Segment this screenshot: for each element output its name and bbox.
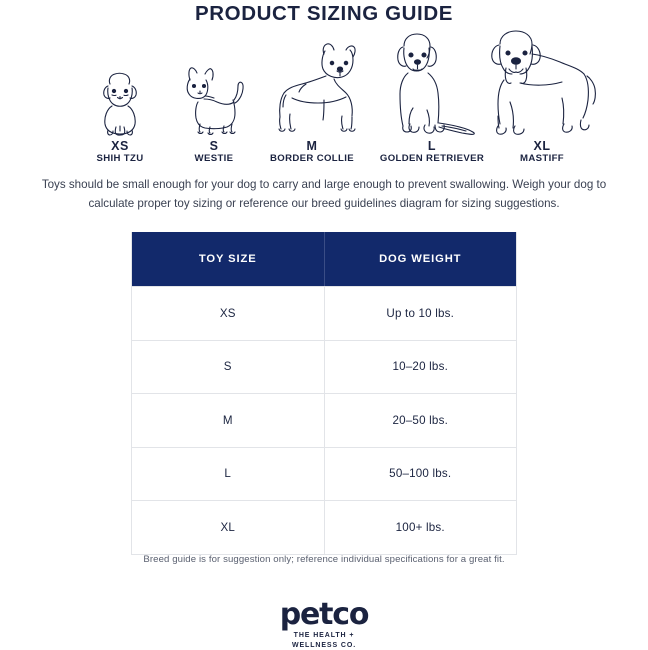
table-header-row: TOY SIZE DOG WEIGHT <box>132 232 516 286</box>
petco-tagline-line2: WELLNESS CO. <box>291 642 357 649</box>
cell-toy-size: XL <box>220 520 236 534</box>
breed-item-m: M BORDER COLLIE <box>250 38 374 165</box>
breed-size-label: XL <box>533 139 551 153</box>
petco-wordmark: petco <box>279 597 370 632</box>
page-title: PRODUCT SIZING GUIDE <box>194 2 453 25</box>
westie-illustration <box>166 62 262 138</box>
petco-tagline-line1: THE HEALTH + <box>293 632 355 639</box>
table-row: XL 100+ lbs. <box>132 500 516 554</box>
breed-illustration-row: XS SHIH TZU <box>74 30 596 165</box>
breed-name-label: WESTIE <box>194 153 234 164</box>
breed-size-label: S <box>209 139 219 153</box>
table-header-toy-size: TOY SIZE <box>198 253 257 265</box>
breed-name-label: BORDER COLLIE <box>270 153 354 164</box>
breed-item-l: L GOLDEN RETRIEVER <box>364 30 500 165</box>
cell-dog-weight: 10–20 lbs. <box>323 340 517 393</box>
mastiff-illustration <box>478 28 606 138</box>
breed-name-label: GOLDEN RETRIEVER <box>379 153 485 164</box>
breed-size-label: M <box>306 139 318 153</box>
golden-retriever-illustration <box>364 30 500 138</box>
breed-item-xl: XL MASTIFF <box>478 28 606 165</box>
intro-paragraph: Toys should be small enough for your dog… <box>41 178 607 210</box>
petco-logo: petco THE HEALTH + WELLNESS CO. <box>0 600 648 650</box>
table-row: L 50–100 lbs. <box>132 446 517 500</box>
breed-item-xs: XS SHIH TZU <box>74 68 166 165</box>
breed-item-s: S WESTIE <box>166 62 262 165</box>
footnote-text: Breed guide is for suggestion only; refe… <box>143 554 505 565</box>
breed-name-label: MASTIFF <box>519 153 564 164</box>
cell-toy-size: XS <box>219 306 236 320</box>
sizing-table: TOY SIZE DOG WEIGHT XS Up to 10 lbs. S 1… <box>131 232 517 555</box>
border-collie-illustration <box>250 38 374 138</box>
cell-dog-weight: Up to 10 lbs. <box>323 287 517 340</box>
table-header-dog-weight: DOG WEIGHT <box>323 232 517 286</box>
cell-dog-weight: 20–50 lbs. <box>323 394 517 447</box>
cell-dog-weight: 100+ lbs. <box>323 501 517 554</box>
breed-size-label: L <box>427 139 437 153</box>
table-row: XS Up to 10 lbs. <box>132 286 516 340</box>
breed-name-label: SHIH TZU <box>96 153 144 164</box>
table-row: M 20–50 lbs. <box>132 393 516 447</box>
breed-size-label: XS <box>111 139 129 153</box>
table-row: S 10–20 lbs. <box>132 339 517 393</box>
cell-toy-size: S <box>223 360 232 374</box>
cell-toy-size: M <box>222 413 233 427</box>
cell-dog-weight: 50–100 lbs. <box>323 447 517 500</box>
cell-toy-size: L <box>224 467 232 481</box>
shih-tzu-illustration <box>74 68 166 138</box>
